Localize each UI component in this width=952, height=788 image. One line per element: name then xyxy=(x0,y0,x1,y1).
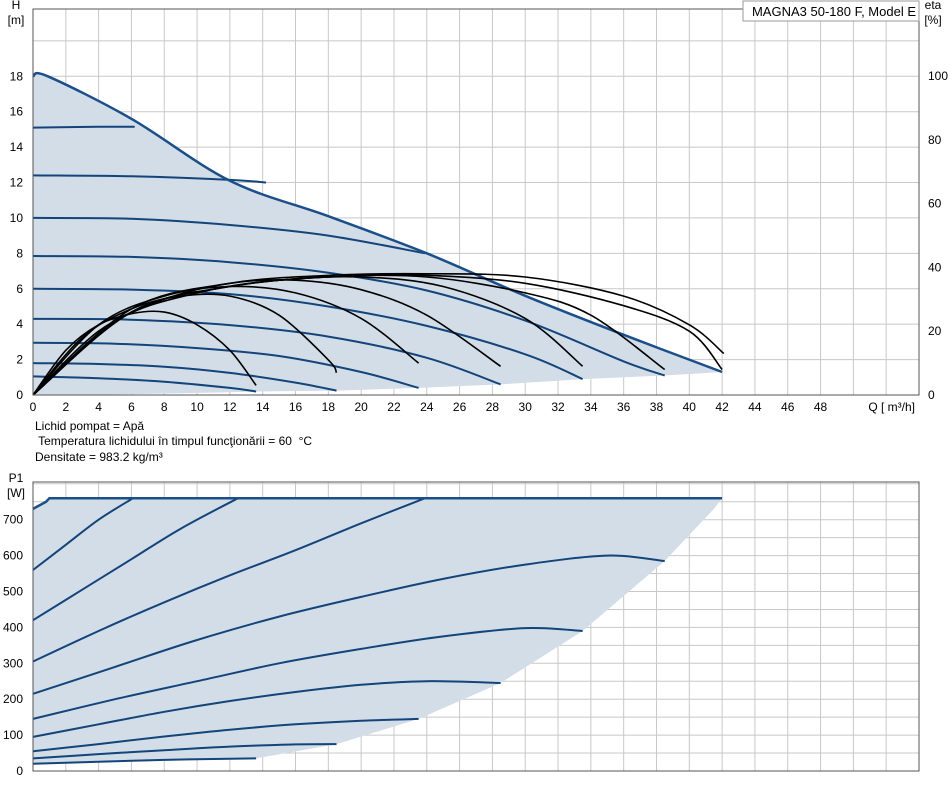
x-tick-label: 46 xyxy=(781,400,795,414)
y2-tick-label: 20 xyxy=(928,324,942,338)
y-tick-label: 100 xyxy=(3,728,23,742)
power-curve xyxy=(32,554,665,695)
operating-region-area xyxy=(33,498,723,764)
y-tick-label: 600 xyxy=(3,549,23,563)
power-curve xyxy=(32,743,337,760)
y-tick-label: 4 xyxy=(16,317,23,331)
x-tick-label: 32 xyxy=(551,400,565,414)
head-curve xyxy=(32,174,267,184)
x-tick-label: 44 xyxy=(748,400,762,414)
x-tick-label: 16 xyxy=(289,400,303,414)
head-curve xyxy=(32,362,337,392)
efficiency-curves xyxy=(32,272,725,396)
head-chart-ticks: 0 2 4 6 8 10 12 14 16 18 20 22 24 26 28 30 32 34 36 38 40 42 4… xyxy=(10,69,949,414)
info-pumped-liquid: Lichid pompat = Apă xyxy=(35,419,144,433)
x-tick-label: 34 xyxy=(584,400,598,414)
efficiency-curve xyxy=(32,272,725,396)
y2-axis-label-eta: eta xyxy=(925,0,942,12)
efficiency-curve xyxy=(32,274,723,396)
x-tick-label: 38 xyxy=(650,400,664,414)
y-tick-label: 16 xyxy=(10,105,24,119)
y-axis-label-p1: P1 xyxy=(9,471,24,485)
x-tick-label: 4 xyxy=(95,400,102,414)
x-tick-label: 2 xyxy=(62,400,69,414)
model-label-box xyxy=(742,0,920,22)
x-tick-label: 14 xyxy=(256,400,270,414)
x-tick-label: 8 xyxy=(161,400,168,414)
x-tick-label: 6 xyxy=(128,400,135,414)
x-tick-label: 20 xyxy=(354,400,368,414)
x-tick-label: 42 xyxy=(715,400,729,414)
efficiency-curve xyxy=(32,293,338,396)
x-tick-label: 12 xyxy=(223,400,237,414)
x-axis-label-q: Q [ m³/h] xyxy=(868,400,915,414)
x-tick-label: 22 xyxy=(387,400,401,414)
power-chart-frame xyxy=(32,481,920,772)
power-operating-region xyxy=(33,498,723,764)
info-density: Densitate = 983.2 kg/m³ xyxy=(35,450,163,464)
head-curve xyxy=(32,125,135,129)
y-tick-label: 18 xyxy=(10,69,24,83)
y-tick-label: 14 xyxy=(10,140,24,154)
power-curves xyxy=(32,496,723,765)
x-tick-label: 0 xyxy=(30,400,37,414)
y-axis-label-h: H xyxy=(12,0,21,12)
x-tick-label: 28 xyxy=(486,400,500,414)
model-label: MAGNA3 50-180 F, Model E xyxy=(752,4,916,19)
y2-tick-label: 40 xyxy=(928,260,942,274)
y-axis-unit-h: [m] xyxy=(8,13,25,27)
y-tick-label: 8 xyxy=(16,246,23,260)
power-curve xyxy=(32,717,419,753)
operating-region-area xyxy=(33,73,723,396)
y-axis-unit-p1: [W] xyxy=(7,486,25,500)
y-tick-label: 2 xyxy=(16,353,23,367)
head-operating-region xyxy=(33,73,723,396)
x-tick-label: 40 xyxy=(683,400,697,414)
efficiency-curve xyxy=(32,310,257,396)
x-tick-label: 18 xyxy=(322,400,336,414)
x-tick-label: 24 xyxy=(420,400,434,414)
y-tick-label: 200 xyxy=(3,692,23,706)
x-tick-label: 26 xyxy=(453,400,467,414)
y-tick-label: 0 xyxy=(16,388,23,402)
efficiency-curve xyxy=(32,278,502,396)
y-tick-label: 10 xyxy=(10,211,24,225)
x-tick-label: 30 xyxy=(519,400,533,414)
x-tick-label: 48 xyxy=(814,400,828,414)
power-curve xyxy=(32,497,426,663)
y-tick-label: 700 xyxy=(3,513,23,527)
head-curve xyxy=(32,375,257,393)
power-curve xyxy=(32,497,134,571)
info-liquid-temperature: Temperatura lichidului în timpul funcţio… xyxy=(35,434,312,448)
y-tick-label: 300 xyxy=(3,656,23,670)
y-tick-label: 6 xyxy=(16,282,23,296)
head-chart-frame xyxy=(32,8,920,396)
y2-tick-label: 0 xyxy=(928,388,935,402)
power-chart-ticks: 0 100 200 300 400 500 600 700 xyxy=(3,513,23,778)
y-tick-label: 400 xyxy=(3,620,23,634)
y2-tick-label: 100 xyxy=(928,69,948,83)
y-tick-label: 500 xyxy=(3,584,23,598)
power-curve xyxy=(32,757,257,765)
power-curve xyxy=(32,497,239,622)
head-max-curve xyxy=(32,71,723,374)
x-tick-label: 36 xyxy=(617,400,631,414)
head-curve xyxy=(32,317,501,386)
x-tick-label: 10 xyxy=(190,400,204,414)
power-curve xyxy=(32,626,583,720)
power-max-curve xyxy=(32,496,723,510)
head-curve xyxy=(32,216,426,255)
head-curve xyxy=(32,255,666,377)
y2-tick-label: 60 xyxy=(928,197,942,211)
y2-tick-label: 80 xyxy=(928,133,942,147)
head-curve xyxy=(32,287,584,381)
y-tick-label: 12 xyxy=(10,176,24,190)
y2-axis-unit-eta: [%] xyxy=(924,13,941,27)
y-tick-label: 0 xyxy=(16,764,23,778)
power-curve xyxy=(32,680,501,738)
